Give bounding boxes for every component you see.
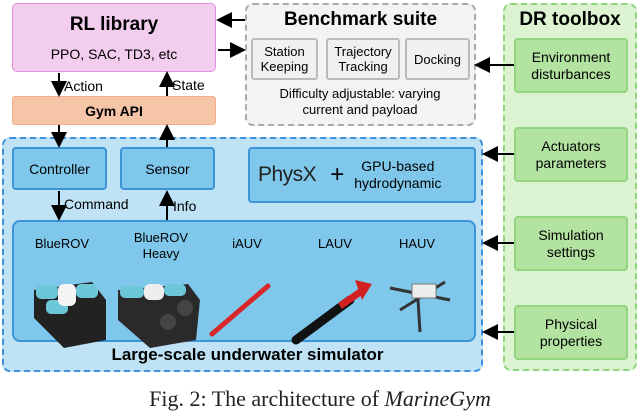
rl-library-title: RL library — [69, 13, 159, 35]
simulator-title: Large-scale underwater simulator — [111, 345, 384, 364]
dr-line: Actuators — [541, 137, 601, 154]
dr-line: Physical — [544, 315, 598, 332]
note-line: current and payload — [302, 102, 418, 117]
task-line: Trajectory — [334, 44, 392, 59]
sensor-box: Sensor — [120, 147, 215, 190]
dr-actuators-parameters: Actuators parameters — [514, 127, 628, 182]
task-station-keeping: Station Keeping — [251, 38, 318, 80]
rl-algorithms: PPO, SAC, TD3, etc — [50, 45, 178, 62]
physx-logo: PhysX — [258, 163, 317, 186]
rl-library-box: RL library PPO, SAC, TD3, etc — [12, 3, 216, 72]
dr-physical-properties: Physical properties — [514, 305, 628, 360]
caption-name: MarineGym — [384, 386, 491, 411]
note-line: Difficulty adjustable: varying — [279, 86, 441, 101]
action-label: Action — [64, 78, 103, 94]
command-label: Command — [64, 196, 129, 212]
dr-simulation-settings: Simulation settings — [514, 216, 628, 271]
dr-environment-disturbances: Environment disturbances — [514, 38, 628, 93]
vehicle-line: Heavy — [142, 246, 180, 261]
hydro-line: hydrodynamic — [354, 175, 442, 191]
info-label: Info — [173, 198, 197, 214]
vehicle-hauv-label: HAUV — [398, 236, 436, 251]
bluerov-heavy-image — [118, 284, 200, 348]
hydro-line: GPU-based — [361, 158, 435, 174]
task-docking: Docking — [405, 38, 470, 80]
controller-box: Controller — [12, 147, 107, 190]
dr-line: settings — [546, 243, 596, 260]
lauv-image — [291, 280, 372, 345]
gym-api-box: Gym API — [12, 96, 216, 125]
task-line: Station — [264, 44, 305, 59]
vehicle-bluerov-heavy-label: BlueROV Heavy — [121, 230, 201, 262]
task-line: Keeping — [260, 59, 309, 74]
vehicle-bluerov-label: BlueROV — [22, 236, 102, 252]
benchmark-note: Difficulty adjustable: varying current an… — [250, 86, 470, 118]
figure-caption: Fig. 2: The architecture of MarineGym — [0, 386, 640, 412]
bluerov-image — [34, 282, 106, 348]
task-line: Docking — [414, 51, 461, 67]
task-line: Tracking — [338, 59, 388, 74]
dr-title: DR toolbox — [519, 9, 621, 30]
dr-line: properties — [539, 332, 603, 349]
physics-engine-box: PhysX + GPU-based hydrodynamic — [248, 147, 476, 203]
state-label: State — [172, 77, 205, 93]
vehicle-lauv-label: LAUV — [318, 236, 352, 251]
plus-sign: + — [330, 161, 345, 188]
vehicle-iauv-label: iAUV — [232, 236, 262, 251]
dr-line: Environment — [531, 48, 611, 65]
vehicle-line: BlueROV — [34, 236, 90, 251]
task-trajectory-tracking: Trajectory Tracking — [326, 38, 400, 80]
hauv-image — [389, 280, 451, 333]
dr-line: disturbances — [531, 65, 611, 82]
dr-line: parameters — [535, 154, 607, 171]
iauv-image — [209, 283, 271, 337]
vehicle-line: BlueROV — [133, 230, 189, 245]
benchmark-title: Benchmark suite — [283, 9, 438, 30]
caption-text: Fig. 2: The architecture of — [149, 386, 385, 411]
dr-line: Simulation — [538, 226, 604, 243]
